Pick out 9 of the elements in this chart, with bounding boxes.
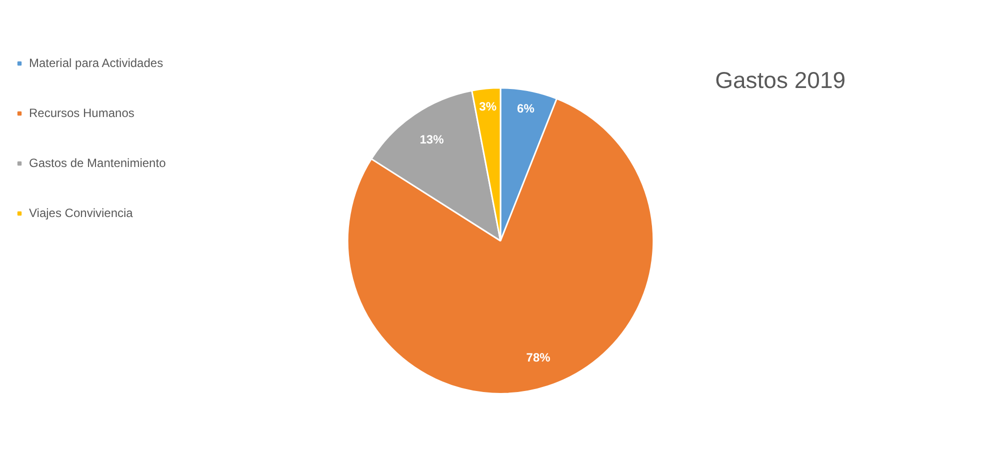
legend-label: Recursos Humanos — [29, 106, 134, 120]
data-label: 13% — [420, 132, 444, 147]
legend-label: Viajes Conviviencia — [29, 206, 133, 220]
data-label: 78% — [526, 350, 551, 364]
data-label: 6% — [517, 102, 535, 116]
text: Gastos 2019 — [715, 67, 846, 94]
data-label: 3% — [479, 100, 497, 114]
legend-label: Gastos de Mantenimiento — [29, 156, 166, 170]
legend-label: Material para Actividades — [29, 56, 164, 70]
